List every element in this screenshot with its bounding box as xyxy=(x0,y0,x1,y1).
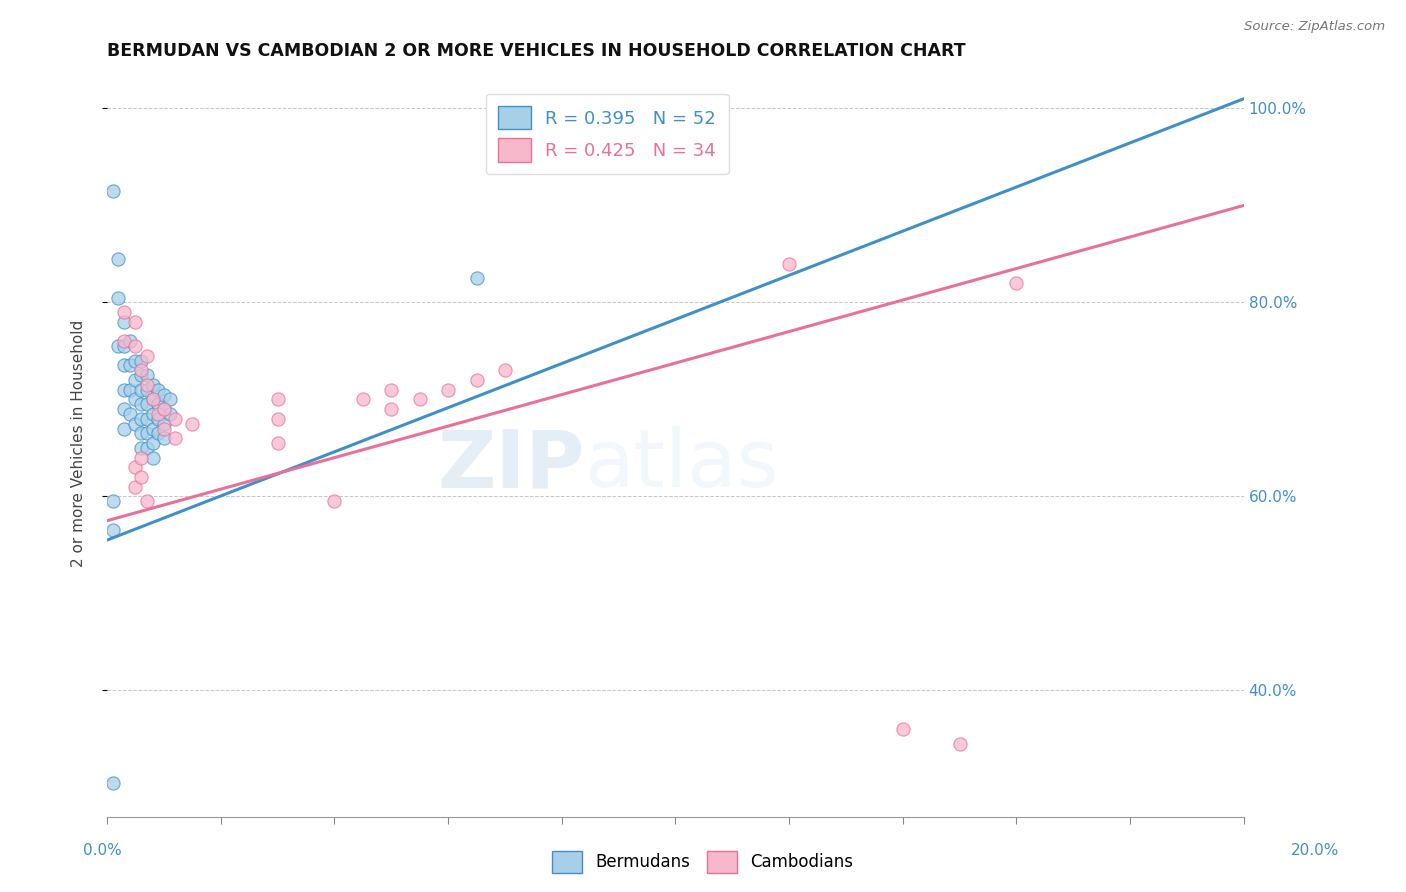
Point xyxy=(118,359,141,373)
Point xyxy=(135,412,157,426)
Point xyxy=(153,421,176,435)
Point xyxy=(135,377,157,392)
Point xyxy=(112,305,135,319)
Point xyxy=(112,421,135,435)
Text: 0.0%: 0.0% xyxy=(83,843,122,858)
Point xyxy=(112,383,135,397)
Point xyxy=(465,271,488,285)
Point xyxy=(266,392,288,407)
Point xyxy=(124,392,146,407)
Point xyxy=(465,373,488,387)
Point xyxy=(124,480,146,494)
Point xyxy=(165,431,187,445)
Point xyxy=(141,407,163,421)
Point xyxy=(135,349,157,363)
Point xyxy=(494,363,516,377)
Point xyxy=(437,383,460,397)
Point xyxy=(778,257,800,271)
Point xyxy=(266,436,288,450)
Point xyxy=(148,397,170,411)
Point xyxy=(408,392,430,407)
Point xyxy=(129,450,152,465)
Point xyxy=(112,339,135,353)
Legend: R = 0.395   N = 52, R = 0.425   N = 34: R = 0.395 N = 52, R = 0.425 N = 34 xyxy=(485,94,728,174)
Point xyxy=(129,397,152,411)
Point xyxy=(141,392,163,407)
Point xyxy=(141,421,163,435)
Point xyxy=(135,494,157,508)
Point xyxy=(141,436,163,450)
Point xyxy=(124,353,146,368)
Point xyxy=(118,407,141,421)
Legend: Bermudans, Cambodians: Bermudans, Cambodians xyxy=(546,845,860,880)
Y-axis label: 2 or more Vehicles in Household: 2 or more Vehicles in Household xyxy=(72,319,86,566)
Point xyxy=(141,392,163,407)
Point xyxy=(112,315,135,329)
Point xyxy=(129,383,152,397)
Point xyxy=(107,252,129,266)
Point xyxy=(129,368,152,383)
Point xyxy=(153,402,176,417)
Point xyxy=(153,417,176,431)
Point xyxy=(101,184,124,198)
Point xyxy=(135,397,157,411)
Point xyxy=(135,441,157,455)
Point xyxy=(101,494,124,508)
Text: BERMUDAN VS CAMBODIAN 2 OR MORE VEHICLES IN HOUSEHOLD CORRELATION CHART: BERMUDAN VS CAMBODIAN 2 OR MORE VEHICLES… xyxy=(107,42,966,60)
Point xyxy=(135,426,157,441)
Point xyxy=(107,339,129,353)
Point xyxy=(148,412,170,426)
Point xyxy=(101,524,124,538)
Point xyxy=(118,383,141,397)
Point xyxy=(159,392,181,407)
Point xyxy=(153,431,176,445)
Text: Source: ZipAtlas.com: Source: ZipAtlas.com xyxy=(1244,20,1385,33)
Point xyxy=(323,494,346,508)
Point xyxy=(153,402,176,417)
Point xyxy=(107,291,129,305)
Point xyxy=(112,402,135,417)
Point xyxy=(129,412,152,426)
Point xyxy=(579,111,602,125)
Point xyxy=(181,417,204,431)
Point xyxy=(148,383,170,397)
Point xyxy=(112,359,135,373)
Point xyxy=(159,407,181,421)
Point xyxy=(124,460,146,475)
Point xyxy=(135,368,157,383)
Point xyxy=(124,417,146,431)
Text: atlas: atlas xyxy=(585,426,779,505)
Point xyxy=(129,353,152,368)
Point xyxy=(153,387,176,401)
Point xyxy=(118,334,141,349)
Point xyxy=(129,363,152,377)
Point xyxy=(380,383,402,397)
Point xyxy=(135,383,157,397)
Point xyxy=(124,315,146,329)
Point xyxy=(949,737,972,751)
Point xyxy=(352,392,374,407)
Point xyxy=(148,426,170,441)
Point xyxy=(129,426,152,441)
Point xyxy=(129,441,152,455)
Point xyxy=(141,377,163,392)
Point xyxy=(148,407,170,421)
Point xyxy=(141,450,163,465)
Point xyxy=(124,373,146,387)
Point xyxy=(380,402,402,417)
Text: 20.0%: 20.0% xyxy=(1291,843,1339,858)
Text: ZIP: ZIP xyxy=(437,426,585,505)
Point xyxy=(124,339,146,353)
Point xyxy=(266,412,288,426)
Point xyxy=(1005,276,1028,290)
Point xyxy=(129,470,152,484)
Point xyxy=(112,334,135,349)
Point xyxy=(101,775,124,789)
Point xyxy=(165,412,187,426)
Point xyxy=(891,723,914,737)
